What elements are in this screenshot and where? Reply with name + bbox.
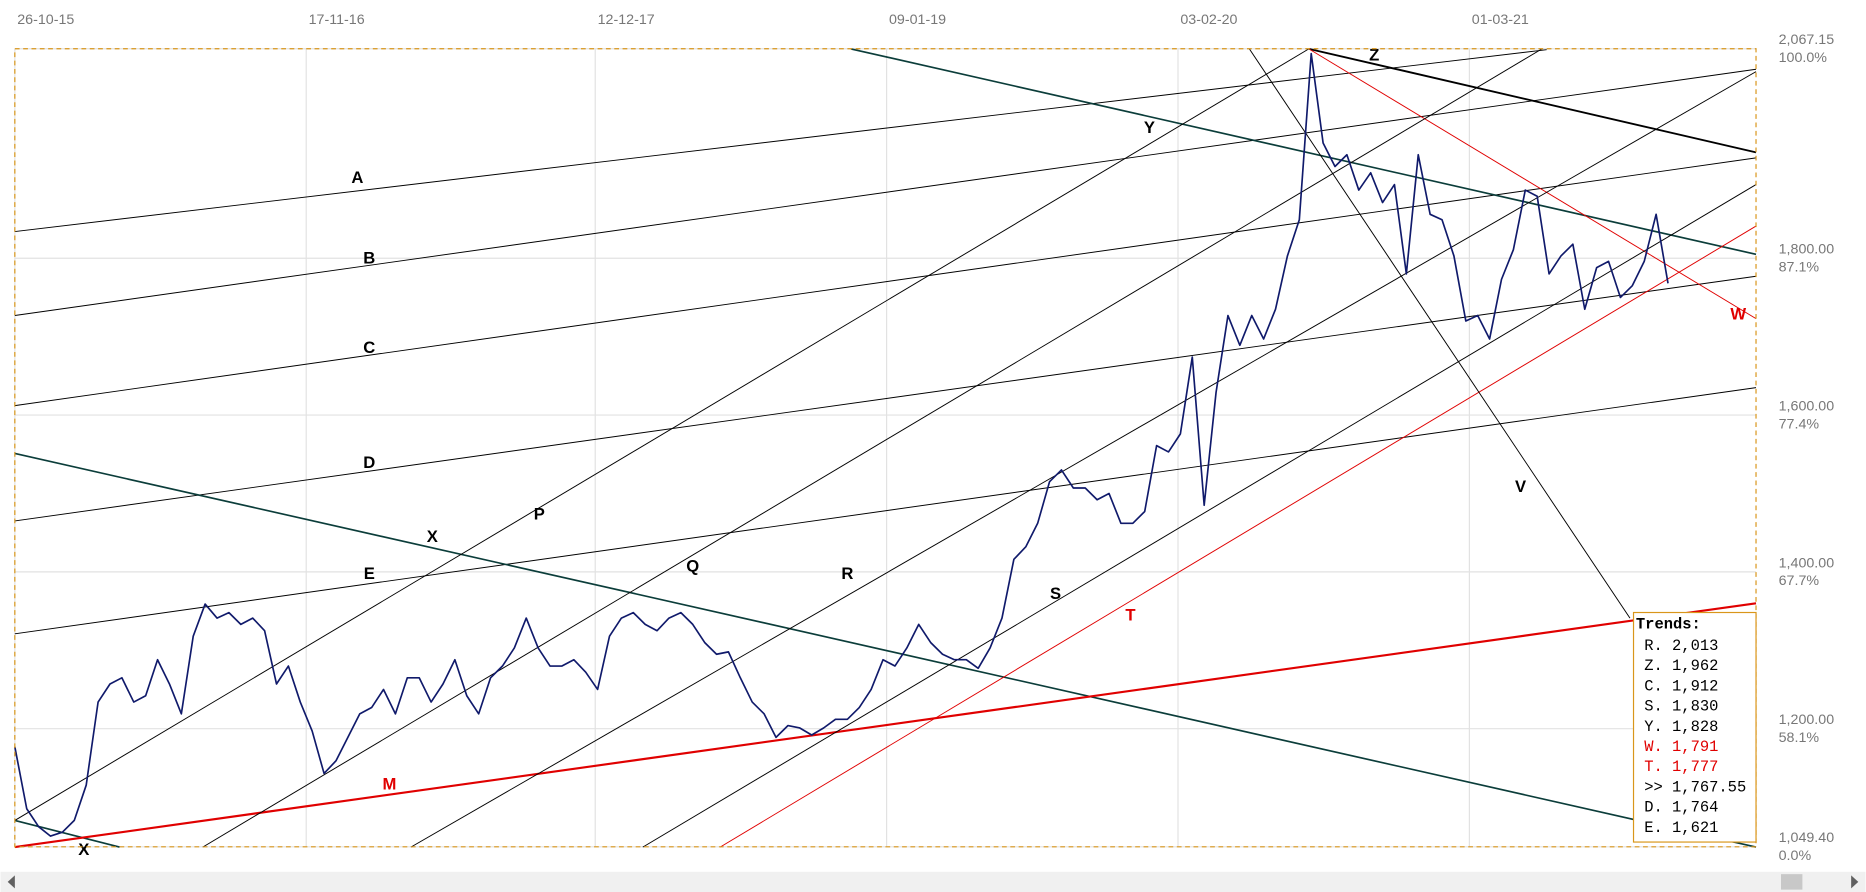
trendlines: A B C D E Z Y X X M T W V P Q R S bbox=[14, 45, 1757, 859]
trendline bbox=[14, 602, 1757, 849]
scroll-thumb[interactable] bbox=[1780, 874, 1803, 890]
trendline bbox=[14, 49, 1547, 233]
trends-row: E. 1,621 bbox=[1644, 819, 1718, 837]
trends-box-frame bbox=[1632, 611, 1757, 843]
x-tick-label: 01-03-21 bbox=[1472, 12, 1529, 28]
plot-border bbox=[14, 48, 1757, 848]
scrollbar-track bbox=[0, 871, 1866, 892]
trendline-label: A bbox=[351, 168, 363, 187]
y-pct-label: 0.0% bbox=[1779, 848, 1812, 864]
trends-row: W. 1,791 bbox=[1644, 738, 1718, 756]
trendline-label: X bbox=[78, 840, 89, 859]
trendline-label: C bbox=[363, 338, 375, 357]
scroll-right[interactable] bbox=[1851, 875, 1859, 889]
trends-box: Trends: R. 2,013 Z. 1,962 C. 1,912 S. 1,830… bbox=[1632, 611, 1757, 843]
y-pct-label: 58.1% bbox=[1779, 730, 1820, 746]
trends-row: D. 1,764 bbox=[1644, 799, 1718, 817]
trendline bbox=[14, 819, 120, 848]
price-line bbox=[14, 52, 1669, 837]
trendline bbox=[14, 157, 1757, 407]
trendline bbox=[14, 48, 1310, 821]
trends-row: Z. 1,962 bbox=[1644, 657, 1718, 675]
trendline-label: Y bbox=[1144, 118, 1155, 137]
trends-row: >> 1,767.55 bbox=[1644, 778, 1746, 796]
trendline-label: B bbox=[363, 249, 375, 268]
trendline-label: P bbox=[534, 504, 545, 523]
trendline bbox=[14, 387, 1757, 635]
x-tick-label: 03-02-20 bbox=[1180, 12, 1237, 28]
y-tick-label: 1,049.40 bbox=[1779, 830, 1835, 846]
y-tick-label: 1,600.00 bbox=[1779, 399, 1835, 415]
trendline-label: Q bbox=[686, 557, 699, 576]
y-pct-label: 77.4% bbox=[1779, 416, 1820, 432]
y-tick-label: 1,200.00 bbox=[1779, 712, 1835, 728]
trendline bbox=[719, 225, 1757, 848]
trendline-label: Z bbox=[1369, 45, 1379, 64]
trendline bbox=[14, 68, 1757, 316]
trendline-label: T bbox=[1125, 605, 1135, 624]
trendline-label: D bbox=[363, 453, 375, 472]
trendline bbox=[642, 184, 1757, 848]
y-tick-label: 1,800.00 bbox=[1779, 242, 1835, 258]
trends-row: T. 1,777 bbox=[1644, 758, 1718, 776]
x-tick-label: 09-01-19 bbox=[889, 12, 946, 28]
trends-box-title: Trends: bbox=[1636, 615, 1701, 633]
x-tick-label: 26-10-15 bbox=[17, 12, 74, 28]
trendline-label: M bbox=[383, 774, 397, 793]
trendline bbox=[14, 452, 1757, 848]
x-tick-label: 12-12-17 bbox=[598, 12, 655, 28]
trendline bbox=[410, 71, 1757, 848]
trendline-label: X bbox=[427, 527, 438, 546]
trendline bbox=[202, 48, 1543, 848]
x-tick-label: 17-11-16 bbox=[309, 12, 365, 28]
trendline-label: W bbox=[1730, 305, 1746, 324]
price-series bbox=[14, 52, 1669, 837]
trendline bbox=[1248, 48, 1631, 619]
y-pct-label: 100.0% bbox=[1779, 50, 1828, 66]
y-pct-label: 87.1% bbox=[1779, 260, 1820, 276]
axes: 26-10-15 17-11-16 12-12-17 09-01-19 03-02-20… bbox=[17, 12, 1834, 864]
trendline-label: E bbox=[364, 564, 375, 583]
y-tick-label: 2,067.15 bbox=[1779, 32, 1835, 48]
trendline bbox=[1308, 47, 1757, 154]
scroll-left[interactable] bbox=[7, 875, 15, 889]
trendline-label: V bbox=[1515, 477, 1526, 496]
trendline bbox=[1308, 48, 1757, 320]
trends-row: C. 1,912 bbox=[1644, 677, 1718, 695]
trends-row: Y. 1,828 bbox=[1644, 718, 1718, 736]
trends-row: S. 1,830 bbox=[1644, 698, 1718, 716]
trends-row: R. 2,013 bbox=[1644, 637, 1718, 655]
trendline-label: S bbox=[1050, 584, 1061, 603]
y-pct-label: 67.7% bbox=[1779, 573, 1820, 589]
y-tick-label: 1,400.00 bbox=[1779, 555, 1835, 571]
scrollbar[interactable] bbox=[0, 871, 1866, 892]
trendline-label: R bbox=[841, 564, 853, 583]
